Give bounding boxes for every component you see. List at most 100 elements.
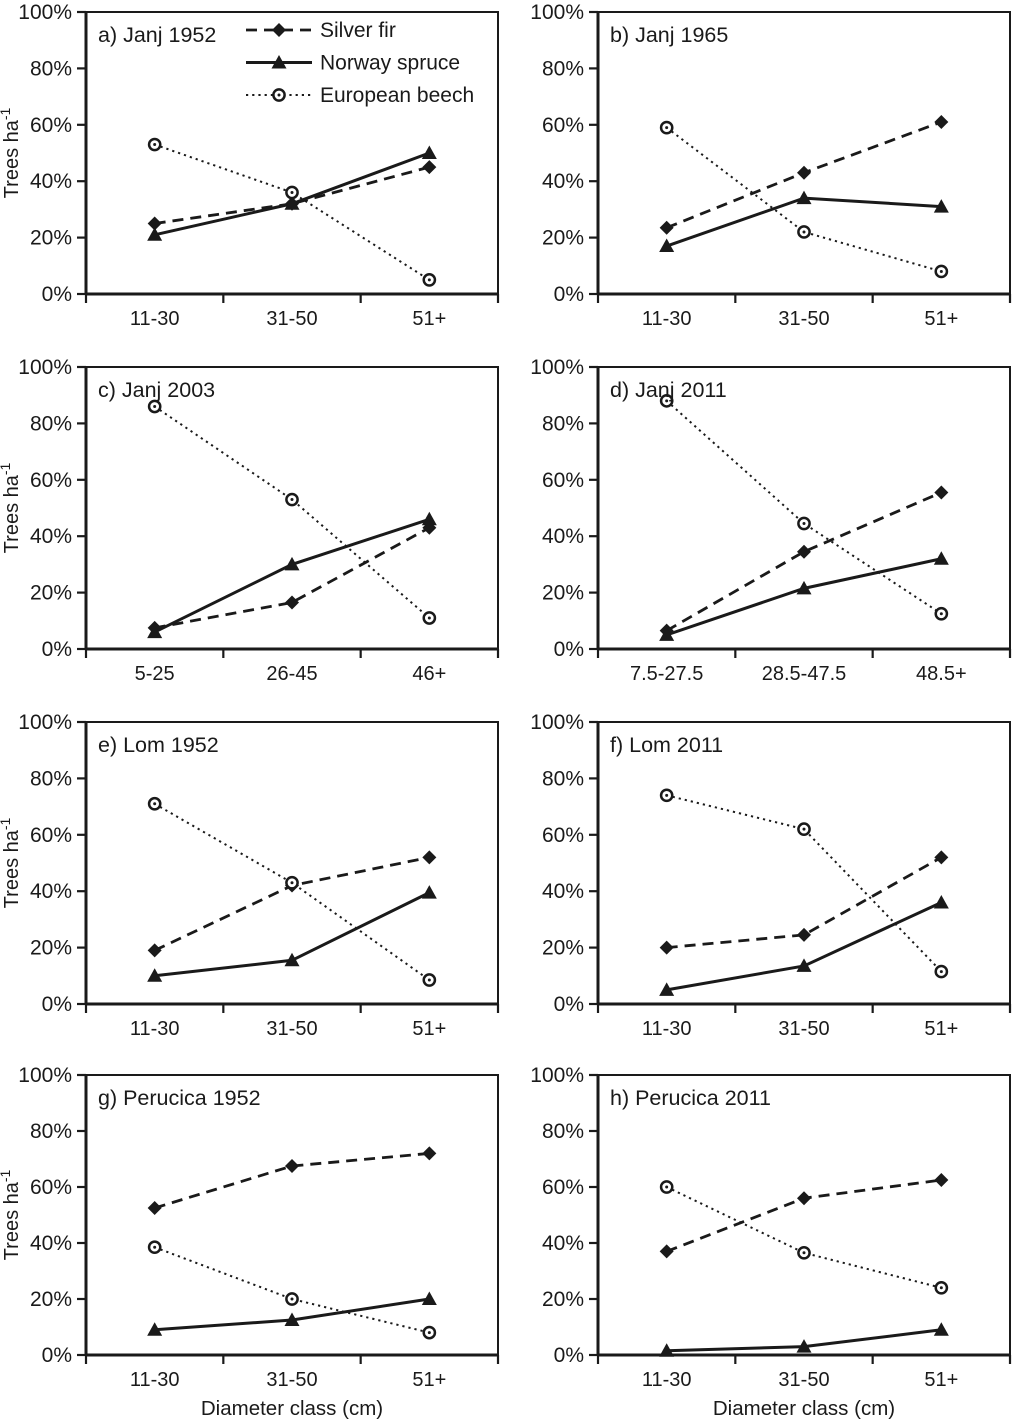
x-category-label: 11-30 [642,1018,692,1040]
series-european-beech-marker-center-dot [153,1245,157,1249]
series-silver-fir-marker [422,520,437,535]
legend-entry-norway-spruce: Norway spruce [246,52,460,75]
series-european-beech-marker-center-dot [665,793,669,797]
y-tick-label: 0% [554,1344,584,1367]
panel-title: a) Janj 1952 [98,23,216,47]
y-tick-label: 40% [542,170,584,193]
series-norway-spruce-marker [421,145,437,159]
series-european-beech-line [154,405,430,619]
series-norway-spruce-marker [147,968,163,982]
y-tick-label: 20% [30,582,72,605]
panel-g-chart: 0% 20% 40% 60% 80% 100% 11-30 31-50 51+ g) Peruci… [0,1065,500,1420]
x-category-label: 11-30 [130,1369,180,1391]
y-tick-label: 60% [542,824,584,847]
series-norway-spruce-marker [659,238,675,253]
series-european-beech-marker-center-dot [939,970,943,974]
panel-title: f) Lom 2011 [610,733,723,757]
y-tick-label: 40% [542,525,584,548]
series-european-beech-marker-center-dot [802,1251,806,1255]
x-category-label: 46+ [412,663,446,685]
series-norway-spruce-marker [421,511,437,526]
panel-b: 0% 20% 40% 60% 80% 100% 11-30 31-50 51+ b) Janj 1… [512,0,1024,355]
series-european-beech-marker-center-dot [939,612,943,616]
panel-title: c) Janj 2003 [98,378,215,402]
y-tick-label: 20% [30,937,72,960]
x-category-label: 51+ [412,1369,446,1391]
panel-title: g) Perucica 1952 [98,1086,261,1110]
series-silver-fir-line [154,1152,430,1210]
x-category-label: 48.5+ [916,663,967,685]
series-norway-spruce-marker [933,1322,949,1336]
y-tick-label: 40% [30,170,72,193]
panel-b-chart: 0% 20% 40% 60% 80% 100% 11-30 31-50 51+ b) Janj 1… [530,1,1012,330]
x-category-label: 51+ [924,1018,958,1040]
series-silver-fir-line [154,526,431,630]
series-norway-spruce-marker [421,1291,437,1305]
y-tick-label: 100% [530,711,584,734]
series-european-beech-line [666,1186,942,1289]
series-norway-spruce-marker [796,580,812,595]
series-silver-fir-marker [797,165,811,180]
y-tick-label: 20% [30,227,72,250]
series-silver-fir-marker [147,216,162,231]
series-silver-fir-marker [422,160,437,175]
series-european-beech-marker-center-dot [427,278,431,282]
y-tick-label: 80% [30,767,72,790]
series-european-beech-marker-center-dot [665,126,669,130]
y-tick-label: 100% [18,1065,72,1087]
legend-european-beech-label: European beech [320,84,474,107]
panel-title: b) Janj 1965 [610,23,728,47]
x-axis-title: Diameter class (cm) [201,1397,383,1420]
series-silver-fir-marker [797,927,811,942]
series-norway-spruce-marker [284,952,300,967]
y-tick-label: 100% [530,1,584,24]
y-tick-label: 80% [542,767,584,790]
series-norway-spruce-marker [933,199,949,213]
panel-g: 0% 20% 40% 60% 80% 100% 11-30 31-50 51+ g) Peruci… [0,1065,512,1422]
panel-c-chart: 0% 20% 40% 60% 80% 100% 5-25 26-45 46+ c) Janj 20… [0,356,500,685]
panel-e: 0% 20% 40% 60% 80% 100% 11-30 31-50 51+ e) Lom 19… [0,710,512,1065]
series-european-beech-marker-center-dot [427,978,431,982]
y-tick-label: 80% [542,1120,584,1143]
series-european-beech-marker-center-dot [939,269,943,273]
series-silver-fir-marker [659,940,674,955]
y-tick-label: 80% [542,412,584,435]
series-silver-fir-marker [422,1146,437,1161]
series-silver-fir-marker [147,943,162,958]
panel-e-chart: 0% 20% 40% 60% 80% 100% 11-30 31-50 51+ e) Lom 19… [0,711,500,1040]
series-norway-spruce-marker [933,894,949,909]
series-european-beech-marker-center-dot [802,827,806,831]
y-tick-label: 0% [42,283,72,306]
panel-c: 0% 20% 40% 60% 80% 100% 5-25 26-45 46+ c) Janj 20… [0,355,512,710]
x-category-label: 31-50 [266,1018,317,1040]
y-tick-label: 60% [542,469,584,492]
series-silver-fir-line [666,1178,942,1253]
legend-entry-silver-fir: Silver fir [246,19,396,42]
x-category-label: 11-30 [130,1018,180,1040]
series-silver-fir-marker [934,485,949,500]
y-axis-title: Trees ha-1 [0,107,23,198]
panel-title: e) Lom 1952 [98,733,219,757]
y-tick-label: 0% [42,1344,72,1367]
y-tick-label: 40% [30,880,72,903]
legend-european-beech-marker-center-dot [277,93,281,97]
series-silver-fir-line [666,856,943,949]
panel-title: h) Perucica 2011 [610,1086,771,1110]
series-european-beech-marker-center-dot [290,881,294,885]
y-tick-label: 20% [542,937,584,960]
y-tick-label: 80% [542,57,584,80]
series-european-beech-marker-center-dot [802,522,806,526]
x-category-label: 11-30 [130,308,180,330]
x-category-label: 5-25 [135,663,175,685]
y-tick-label: 100% [18,1,72,24]
y-tick-label: 0% [42,993,72,1016]
series-european-beech-marker-center-dot [427,1331,431,1335]
series-norway-spruce-marker [284,196,300,210]
panel-title: d) Janj 2011 [610,378,727,402]
series-norway-spruce-marker [421,885,437,899]
y-tick-label: 40% [542,1232,584,1255]
y-tick-label: 60% [30,114,72,137]
series-norway-spruce-marker [796,958,812,972]
series-norway-spruce-marker [284,556,300,571]
